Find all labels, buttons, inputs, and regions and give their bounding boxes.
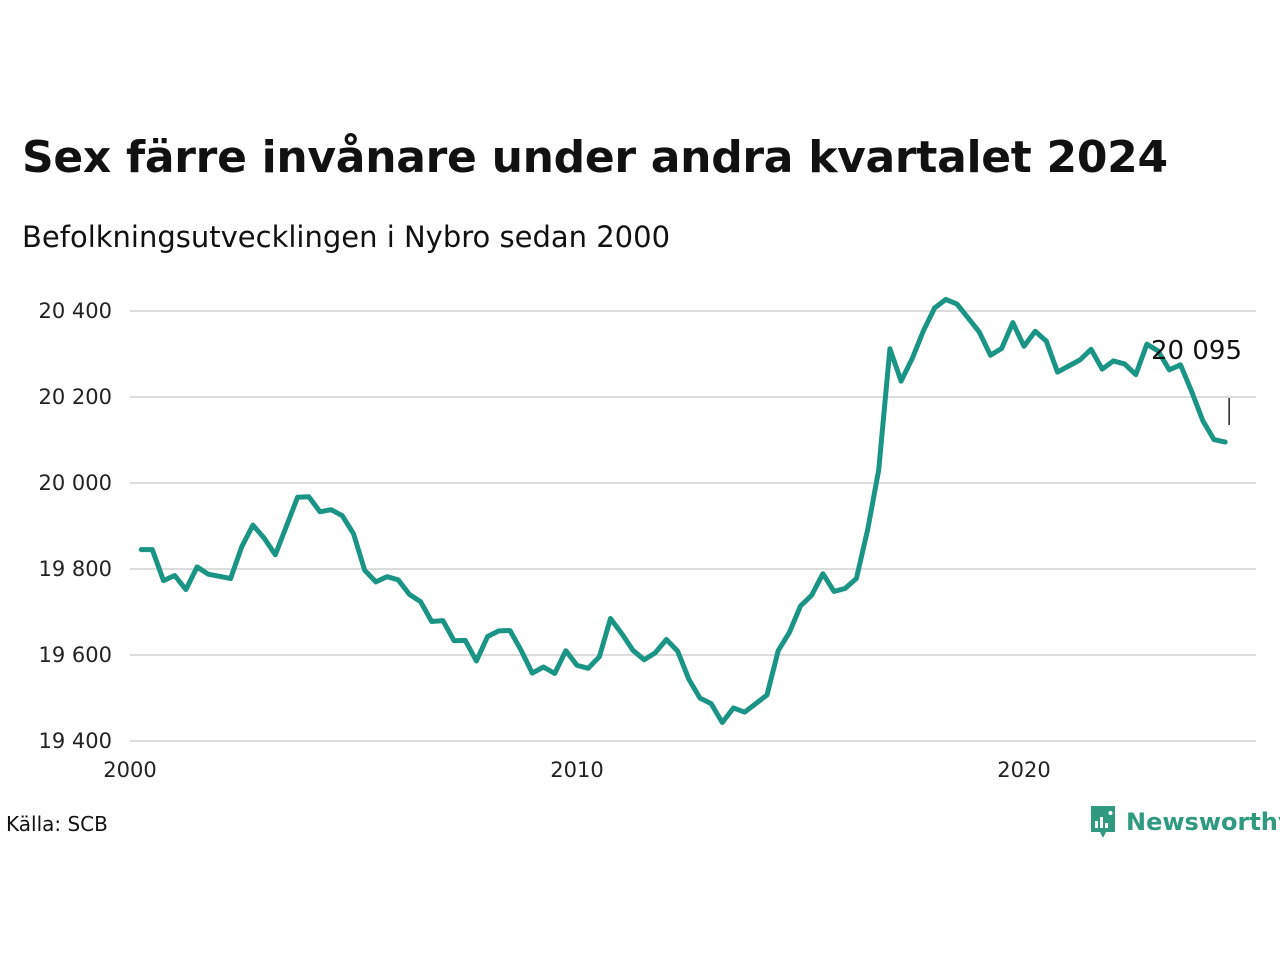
y-tick-label: 20 200: [39, 385, 112, 409]
series-group: [138, 296, 1228, 725]
end-annotation: 20 095: [1151, 336, 1242, 425]
end-value-label: 20 095: [1151, 336, 1242, 366]
y-tick-label: 20 400: [39, 299, 112, 323]
x-tick-label: 2020: [997, 758, 1050, 782]
brand-logo: Newsworthy: [1088, 804, 1280, 840]
x-tick-label: 2000: [103, 758, 156, 782]
brand-name: Newsworthy: [1126, 808, 1280, 836]
x-axis-ticks: 2000 2010 2020: [103, 758, 1050, 782]
y-axis-ticks: 19 400 19 600 19 800 20 000 20 200 20 400: [39, 299, 112, 753]
y-tick-label: 19 400: [39, 729, 112, 753]
source-note: Källa: SCB: [6, 812, 108, 836]
grid-lines: [130, 310, 1256, 742]
y-tick-label: 19 800: [39, 557, 112, 581]
x-tick-label: 2010: [550, 758, 603, 782]
chart-subtitle: Befolkningsutvecklingen i Nybro sedan 20…: [22, 220, 671, 254]
y-tick-label: 20 000: [39, 471, 112, 495]
chart-title: Sex färre invånare under andra kvartalet…: [22, 132, 1168, 183]
series-line: [138, 296, 1228, 725]
y-tick-label: 19 600: [39, 643, 112, 667]
newsworthy-logo-icon: [1091, 806, 1115, 838]
